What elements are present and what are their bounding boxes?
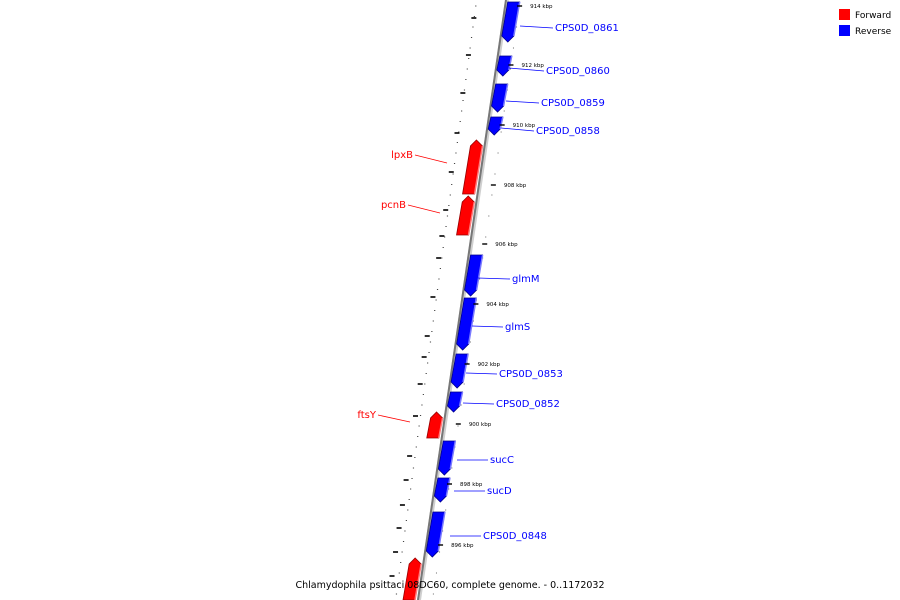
- kbp-tick: 906 kbp: [482, 242, 518, 248]
- gene-label-lpxB: lpxB: [391, 150, 448, 164]
- gene-name: glmS: [505, 322, 530, 333]
- gene-label-CPS0D_0860: CPS0D_0860: [508, 66, 610, 77]
- kbp-label: 914 kbp: [530, 4, 553, 10]
- gene-feature-partial: [402, 557, 422, 600]
- gene-feature-sucC: [437, 440, 457, 476]
- gene-feature-CPS0D_0859: [491, 83, 509, 113]
- gene-feature-glmS: [456, 297, 478, 351]
- gene-feature-CPS0D_0853: [450, 353, 469, 389]
- legend: Forward Reverse: [839, 9, 892, 37]
- gene-feature-lpxB: [462, 139, 484, 195]
- gene-name: CPS0D_0848: [483, 531, 547, 542]
- kbp-label: 896 kbp: [451, 543, 474, 549]
- gene-label-ftsY: ftsY: [357, 410, 411, 423]
- gene-name: CPS0D_0858: [536, 126, 600, 137]
- kbp-tick: 902 kbp: [464, 362, 501, 368]
- kbp-tick: 914 kbp: [517, 4, 553, 10]
- gene-label-CPS0D_0853: CPS0D_0853: [465, 369, 563, 380]
- kbp-label: 902 kbp: [478, 362, 501, 368]
- kbp-label: 910 kbp: [513, 123, 536, 129]
- gene-feature-glmM: [464, 254, 484, 297]
- kbp-label: 898 kbp: [460, 482, 483, 488]
- gene-name: ftsY: [357, 410, 376, 421]
- gene-label-pcnB: pcnB: [381, 200, 441, 214]
- legend-swatch-forward: [839, 9, 850, 20]
- gene-name: CPS0D_0860: [546, 66, 610, 77]
- gene-name: lpxB: [391, 150, 413, 161]
- legend-swatch-reverse: [839, 25, 850, 36]
- kbp-scale: 914 kbp 912 kbp 910 kbp 908 kbp 906 kbp 904 k…: [438, 4, 553, 549]
- gene-name: pcnB: [381, 200, 406, 211]
- kbp-tick: 912 kbp: [508, 63, 544, 69]
- gene-labels: CPS0D_0861 CPS0D_0860 CPS0D_0859 CPS0D_0858…: [357, 23, 618, 542]
- kbp-tick: 910 kbp: [499, 123, 536, 129]
- kbp-label: 908 kbp: [504, 183, 527, 189]
- gene-name: sucC: [490, 455, 514, 466]
- gene-feature-CPS0D_0861: [501, 1, 521, 43]
- legend-item-reverse: Reverse: [839, 25, 892, 37]
- gene-name: glmM: [512, 274, 540, 285]
- genome-backbone: [417, 0, 509, 600]
- gene-feature-CPS0D_0852: [447, 391, 464, 413]
- gene-feature-sucD: [433, 477, 451, 503]
- gene-label-CPS0D_0859: CPS0D_0859: [505, 98, 605, 109]
- kbp-tick: 898 kbp: [447, 482, 483, 488]
- gene-label-sucD: sucD: [454, 486, 512, 497]
- gene-name: sucD: [487, 486, 512, 497]
- kbp-label: 912 kbp: [521, 63, 544, 69]
- gene-feature-pcnB: [456, 195, 475, 236]
- kbp-tick: 908 kbp: [490, 183, 527, 189]
- gene-feature-ftsY: [426, 411, 444, 439]
- gene-feature-CPS0D_0858: [487, 116, 504, 136]
- gene-name: CPS0D_0861: [555, 23, 619, 34]
- kbp-label: 904 kbp: [486, 302, 509, 308]
- legend-label-forward: Forward: [855, 11, 891, 21]
- kbp-tick: 900 kbp: [455, 422, 492, 428]
- kbp-label: 906 kbp: [495, 242, 518, 248]
- legend-label-reverse: Reverse: [855, 27, 892, 37]
- kbp-tick: 896 kbp: [438, 543, 474, 549]
- map-caption: Chlamydophila psittaci 08DC60, complete …: [295, 580, 604, 591]
- legend-item-forward: Forward: [839, 9, 891, 21]
- gene-label-CPS0D_0861: CPS0D_0861: [519, 23, 619, 34]
- gene-feature-CPS0D_0860: [496, 55, 513, 77]
- gene-label-sucC: sucC: [457, 455, 514, 466]
- gene-label-glmM: glmM: [477, 274, 540, 285]
- gene-features: [402, 1, 521, 600]
- gene-label-CPS0D_0858: CPS0D_0858: [500, 126, 600, 137]
- kbp-tick: 904 kbp: [473, 302, 509, 308]
- gene-label-CPS0D_0852: CPS0D_0852: [462, 399, 560, 410]
- kbp-label: 900 kbp: [469, 422, 492, 428]
- gene-label-glmS: glmS: [471, 322, 530, 333]
- gene-label-CPS0D_0848: CPS0D_0848: [450, 531, 547, 542]
- gene-name: CPS0D_0859: [541, 98, 605, 109]
- gene-name: CPS0D_0852: [496, 399, 560, 410]
- minor-tick-marks: [389, 5, 521, 595]
- gene-name: CPS0D_0853: [499, 369, 563, 380]
